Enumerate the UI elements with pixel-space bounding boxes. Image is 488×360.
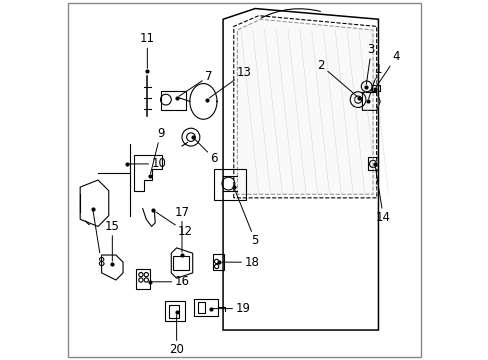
- Text: 3: 3: [366, 43, 374, 84]
- Text: 2: 2: [317, 59, 356, 96]
- Text: 13: 13: [209, 66, 251, 98]
- Bar: [173, 256, 189, 270]
- Bar: [165, 301, 184, 321]
- Bar: [194, 298, 217, 316]
- Polygon shape: [237, 19, 372, 194]
- Text: 1: 1: [368, 63, 382, 99]
- Text: 16: 16: [152, 275, 189, 288]
- Bar: [372, 85, 380, 91]
- Text: 20: 20: [169, 315, 183, 356]
- Text: 5: 5: [234, 190, 258, 247]
- Text: 15: 15: [104, 220, 120, 261]
- Text: 14: 14: [375, 167, 390, 224]
- Bar: [135, 269, 149, 289]
- Text: 6: 6: [194, 139, 218, 165]
- Bar: [198, 302, 205, 313]
- Text: 9: 9: [150, 127, 164, 174]
- Text: 10: 10: [129, 157, 166, 170]
- Text: 18: 18: [222, 256, 259, 269]
- Text: 7: 7: [179, 70, 212, 96]
- Text: 17: 17: [174, 206, 189, 252]
- Text: 11: 11: [140, 32, 155, 68]
- Text: 4: 4: [376, 50, 399, 87]
- Bar: [213, 254, 224, 270]
- Text: 8: 8: [93, 211, 105, 269]
- Text: 19: 19: [213, 302, 250, 315]
- Bar: [160, 91, 185, 111]
- Bar: [367, 157, 378, 170]
- Bar: [168, 305, 179, 318]
- Text: 12: 12: [155, 212, 193, 238]
